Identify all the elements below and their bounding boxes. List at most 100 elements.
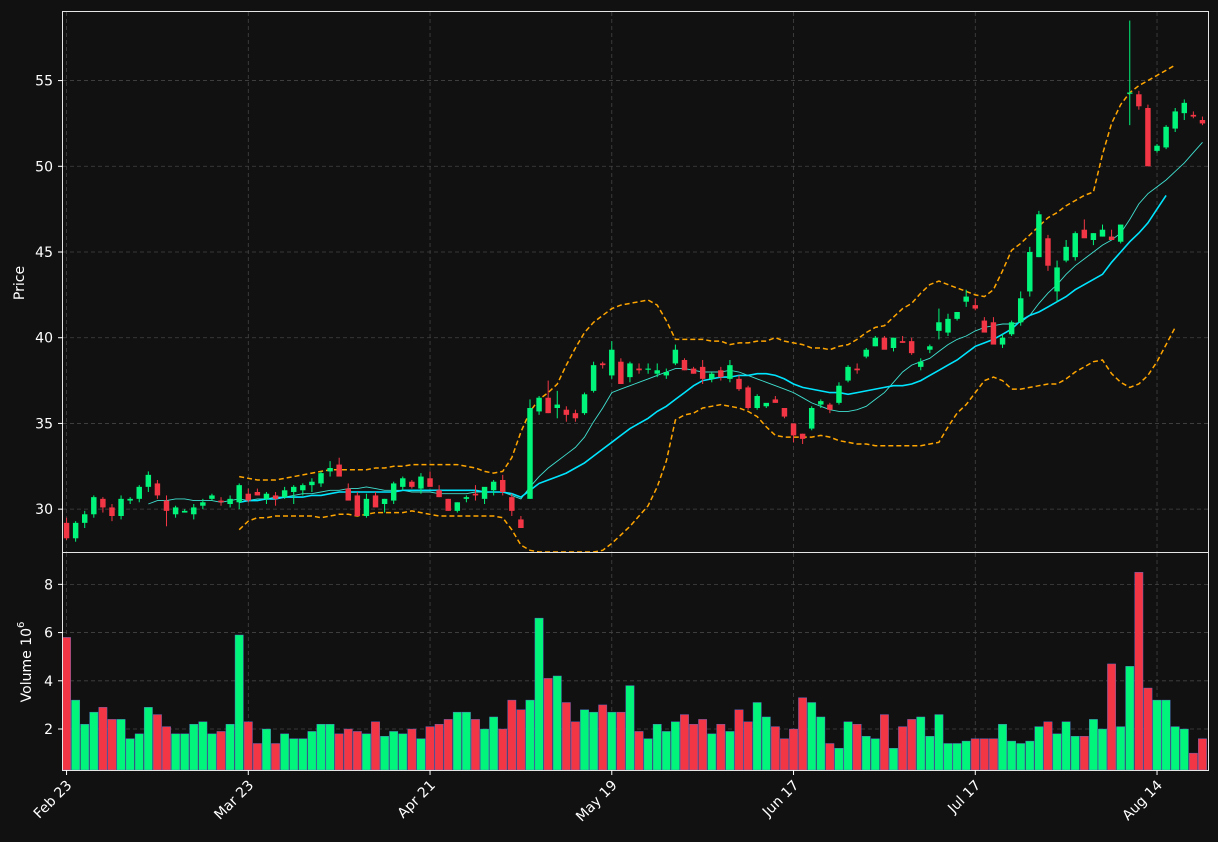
volume-bar	[943, 743, 953, 771]
volume-bar	[725, 731, 735, 771]
candle-body	[1008, 322, 1015, 335]
volume-bar	[189, 723, 199, 771]
volume-bar	[71, 699, 81, 771]
candle-body	[363, 498, 370, 516]
bollinger-bands	[238, 64, 1176, 553]
volume-bar	[661, 731, 671, 771]
volume-bar	[925, 736, 935, 771]
volume-bar	[907, 719, 917, 771]
volume-bar	[471, 719, 480, 771]
volume-bar	[1170, 726, 1180, 771]
volume-bar	[80, 723, 90, 771]
volume-bar	[416, 738, 426, 771]
candle-body	[281, 490, 288, 498]
candle-body	[554, 404, 560, 408]
candle-body	[336, 464, 342, 477]
volume-bar	[934, 714, 944, 771]
candle-body	[490, 481, 497, 491]
candle-body	[354, 495, 361, 516]
candle-body	[1099, 229, 1106, 237]
volume-bar	[734, 709, 744, 771]
candle-body	[463, 497, 470, 499]
volume-tick-label: 6	[44, 626, 53, 642]
volume-bar	[225, 723, 235, 771]
candle-body	[899, 341, 906, 343]
candle-body	[563, 409, 570, 415]
candle-body	[672, 349, 679, 364]
candle-body	[227, 498, 233, 504]
volume-bar	[252, 743, 262, 771]
candle-body	[918, 361, 924, 367]
candle-body	[518, 519, 524, 528]
volume-bar	[979, 738, 989, 771]
volume-bar	[861, 736, 871, 771]
volume-bar	[998, 723, 1007, 771]
volume-bar	[652, 723, 662, 771]
volume-bar	[489, 716, 499, 771]
candle-body	[109, 507, 115, 516]
volume-bar	[1079, 736, 1089, 771]
candle-body	[654, 370, 660, 374]
volume-bar	[498, 728, 508, 771]
volume-bar	[452, 711, 462, 771]
candle-body	[236, 485, 242, 503]
candle-body	[81, 514, 88, 523]
volume-bar	[889, 748, 898, 771]
volume-bar	[989, 738, 998, 771]
volume-bar	[107, 719, 117, 771]
volume-bar	[834, 748, 844, 771]
volume-bar	[870, 738, 880, 771]
candle-body	[72, 522, 79, 539]
candle-body	[127, 498, 133, 501]
volume-bar	[298, 738, 308, 771]
candle-body	[409, 481, 415, 487]
volume-axis-label: Volume 106	[16, 622, 35, 703]
volume-bar	[807, 702, 817, 771]
volume-bar	[898, 726, 907, 771]
volume-bar	[407, 728, 417, 771]
volume-bar	[443, 719, 453, 771]
volume-bar	[1034, 726, 1044, 771]
candle-body	[854, 368, 860, 371]
volume-bar	[643, 738, 653, 771]
candle-body	[681, 360, 688, 371]
candle-body	[1081, 229, 1088, 239]
volume-bar	[207, 733, 217, 771]
candle-body	[1036, 214, 1042, 258]
volume-bar	[552, 675, 562, 771]
volume-bar	[780, 738, 789, 771]
volume-bar	[1143, 687, 1153, 771]
volume-bar	[761, 716, 771, 771]
volume-bar	[880, 714, 889, 771]
volume-bar	[852, 723, 862, 771]
volume-bar	[716, 723, 726, 771]
volume-bar	[389, 731, 399, 771]
candle-body	[481, 486, 488, 499]
volume-bar	[153, 714, 162, 771]
candle-body	[309, 481, 315, 486]
candle-body	[1136, 94, 1142, 107]
volume-bar	[625, 685, 635, 771]
price-tick-label: 30	[35, 502, 53, 518]
candle-body	[254, 492, 261, 496]
volume-bar	[280, 733, 290, 771]
volume-tick-label: 8	[44, 577, 53, 593]
candle-body	[418, 476, 424, 489]
candlesticks	[63, 20, 1206, 542]
volume-bar	[216, 731, 226, 771]
candle-body	[545, 397, 551, 414]
candle-body	[1154, 145, 1160, 151]
volume-bar	[180, 733, 190, 771]
candle-body	[381, 498, 388, 504]
candle-body	[445, 498, 451, 511]
candle-body	[163, 500, 170, 511]
candle-body	[118, 498, 124, 516]
candle-body	[663, 372, 670, 376]
volume-bar	[707, 733, 717, 771]
volume-bar	[362, 733, 371, 771]
volume-bar	[1125, 666, 1135, 771]
price-tick-label: 45	[35, 245, 53, 261]
volume-bar	[243, 721, 253, 771]
